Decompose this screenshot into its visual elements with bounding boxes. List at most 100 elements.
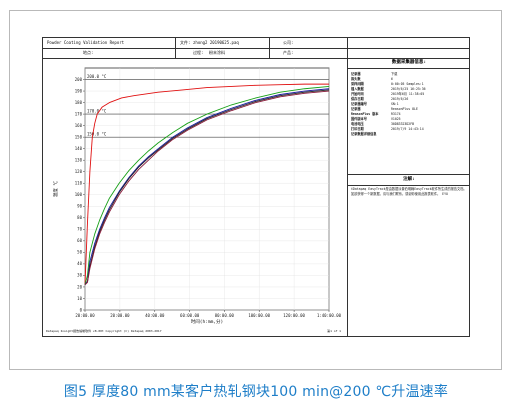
- y-tick-label: 190: [75, 88, 83, 93]
- y-tick-label: 80: [77, 215, 82, 220]
- info-title: 数据采集器信息:: [348, 58, 470, 69]
- reference-label: 200.0 °C: [87, 74, 107, 79]
- info-row-value: 6: [391, 77, 393, 81]
- y-tick-label: 0: [80, 307, 83, 312]
- info-row-label: 固件版本号: [351, 117, 367, 121]
- y-tick-label: 150: [75, 134, 83, 139]
- y-tick-label: 170: [75, 111, 83, 116]
- info-row-value: 下载: [391, 72, 398, 76]
- process-label: 过程:: [193, 50, 204, 55]
- x-tick-label: 1:40:00.00: [317, 313, 342, 318]
- y-tick-label: 180: [75, 100, 83, 105]
- info-row-value: 2019/7/9 14:43:14: [391, 127, 424, 131]
- y-tick-label: 110: [75, 181, 83, 186]
- x-axis-label: 时间(h:mm,分): [191, 318, 223, 325]
- info-row-label: 记录器: [351, 107, 361, 111]
- info-row-value: 30D83323D2FB: [391, 122, 415, 126]
- file-label: 文件:: [180, 40, 191, 45]
- y-tick-label: 50: [77, 250, 82, 255]
- series-line: [84, 89, 330, 285]
- info-row-label: 打印日期: [351, 127, 364, 131]
- info-row: 插入数据 2019/6/25 16:25:36: [351, 87, 426, 91]
- y-tick-label: 140: [75, 146, 83, 151]
- y-tick-label: 130: [75, 157, 83, 162]
- info-row-label: 开始时间: [351, 92, 364, 96]
- x-tick-label: 20:00.00: [110, 313, 130, 318]
- info-row-label: 探头数: [351, 77, 361, 81]
- x-tick-label: 20:00.00: [75, 313, 95, 318]
- x-tick-label: 100:00.00: [248, 313, 270, 318]
- info-panel: 数据采集器信息: 记录器 下载 探头数 6 采样间隔 0:00:05 Samples:1 插…: [347, 58, 470, 337]
- notes-text: ©Datapaq EasyTrack是由数据派普伯明翰EasyTrack软件所生…: [351, 187, 467, 196]
- series-line: [84, 88, 330, 285]
- info-row-value: V1025: [391, 117, 401, 121]
- validation-report: Powder Coating Validation Report 文件: zho…: [42, 37, 470, 337]
- y-tick-label: 120: [75, 169, 83, 174]
- info-row: 采样间隔 0:00:05 Samples:1: [351, 82, 424, 86]
- footer-left: Datapaq Insight报告编制软件 v8.00t Copyright (…: [46, 329, 162, 333]
- x-tick-label: 40:00.00: [145, 313, 165, 318]
- series-line: [84, 83, 329, 285]
- report-header-row-1: Powder Coating Validation Report 文件: zho…: [43, 38, 469, 49]
- y-tick-label: 100: [75, 192, 83, 197]
- x-tick-label: 80:00.00: [215, 313, 235, 318]
- y-tick-label: 40: [77, 261, 82, 266]
- info-row-label: ReasonPlus 版本: [351, 112, 379, 116]
- info-row: 记录器 下载: [351, 72, 397, 76]
- y-tick-label: 160: [75, 123, 83, 128]
- info-row-value: 2019/6/25 16:25:36: [391, 87, 426, 91]
- y-tick-label: 30: [77, 273, 82, 278]
- report-title: Powder Coating Validation Report: [47, 40, 125, 45]
- info-row: 记录器编号 SN:1: [351, 102, 399, 106]
- series-line: [84, 85, 330, 285]
- info-row-label: 保存日期: [351, 97, 364, 101]
- info-row-value: ReasonPlus 8LE: [391, 107, 418, 111]
- series-line: [84, 90, 330, 285]
- info-row: 保存日期 2019/6/26: [351, 97, 408, 101]
- info-row: 记录器 ReasonPlus 8LE: [351, 107, 418, 111]
- figure-caption: 图5 厚度80 mm某客户热轧钢块100 min@200 ℃升温速率: [63, 384, 449, 400]
- info-row: ReasonPlus 版本 R3174: [351, 112, 401, 116]
- header-divider-1: [175, 38, 176, 58]
- y-tick-label: 10: [77, 296, 82, 301]
- y-tick-label: 20: [77, 284, 82, 289]
- info-row-label: 采样间隔: [351, 82, 364, 86]
- info-row-label: 插入数据: [351, 87, 364, 91]
- location-label: 地点:: [83, 50, 94, 55]
- y-tick-label: 200: [75, 77, 83, 82]
- info-row-label: 记录器: [351, 72, 361, 76]
- info-row-label: 记录器编号: [351, 102, 367, 106]
- notes-box: 注解: ©Datapaq EasyTrack是由数据派普伯明翰EasyTrack…: [348, 174, 470, 338]
- info-row: 开始时间 2019年6月 11:38:05: [351, 92, 424, 96]
- info-row: 探头数 6: [351, 77, 393, 81]
- info-row-value: R3174: [391, 112, 401, 116]
- notes-title: 注解:: [348, 175, 470, 186]
- info-row-label: 记录数据详细信息: [351, 132, 377, 136]
- header-divider-2: [269, 38, 270, 58]
- reference-label: 170.0 °C: [87, 109, 107, 114]
- info-row: 电池电压 30D83323D2FB: [351, 122, 414, 126]
- info-row-value: 2019/6/26: [391, 97, 409, 101]
- x-tick-label: 120:00.00: [283, 313, 305, 318]
- y-tick-label: 60: [77, 238, 82, 243]
- info-row-label: 电池电压: [351, 122, 364, 126]
- info-row: 记录数据详细信息: [351, 132, 391, 136]
- temperature-chart: 0 10 20 30 40 50 60 70 80 90 100 110 120 130 140 150 160…: [52, 67, 342, 325]
- reference-label: 150.0 °C: [87, 132, 107, 137]
- info-row-value: SN:1: [391, 102, 399, 106]
- report-header-row-2: 地点: 过程: 粉末涂料 产品:: [43, 48, 469, 59]
- info-row: 打印日期 2019/7/9 14:43:14: [351, 127, 424, 131]
- info-row-value: 2019年6月 11:38:05: [391, 92, 425, 96]
- info-row-value: 0:00:05 Samples:1: [391, 82, 424, 86]
- y-axis-label: 温度 ℃: [52, 180, 59, 197]
- product-label: 产品:: [283, 50, 294, 55]
- x-tick-label: 60:00.00: [180, 313, 200, 318]
- process-value: 粉末涂料: [209, 50, 225, 55]
- info-row: 固件版本号 V1025: [351, 117, 401, 121]
- header-divider-3: [347, 38, 348, 58]
- footer-page: 第1 of 1: [327, 329, 341, 333]
- y-tick-label: 70: [77, 227, 82, 232]
- file-value: zhong2 20190625.paq: [193, 40, 239, 45]
- company-label: 公司:: [283, 40, 294, 45]
- y-tick-label: 90: [77, 204, 82, 209]
